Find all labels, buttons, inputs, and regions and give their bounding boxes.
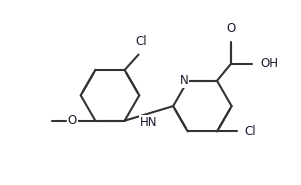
Text: HN: HN [140, 116, 158, 129]
Text: N: N [179, 74, 188, 87]
Text: O: O [68, 114, 77, 127]
Text: Cl: Cl [136, 35, 147, 48]
Text: O: O [226, 22, 235, 35]
Text: OH: OH [260, 57, 278, 70]
Text: Cl: Cl [244, 125, 256, 138]
